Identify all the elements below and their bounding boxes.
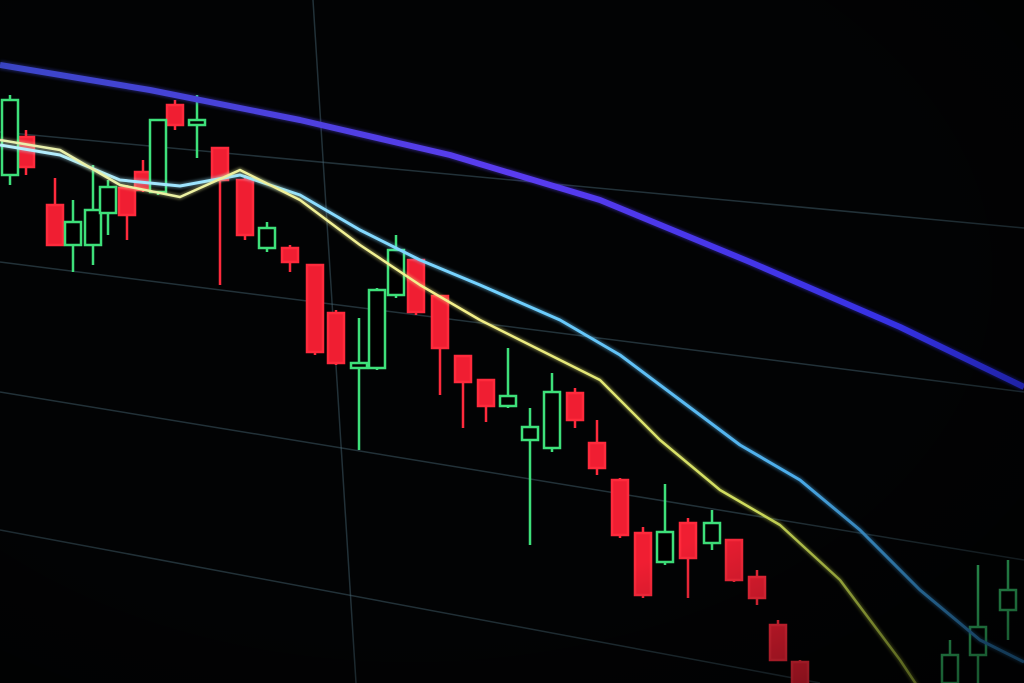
page-body: (() => { const svg = document.getElement…: [0, 0, 1024, 683]
page: Candlestick screen photo {} html, body {…: [0, 0, 1024, 683]
screen-photo: [0, 0, 1024, 683]
vignette: [0, 0, 1024, 683]
